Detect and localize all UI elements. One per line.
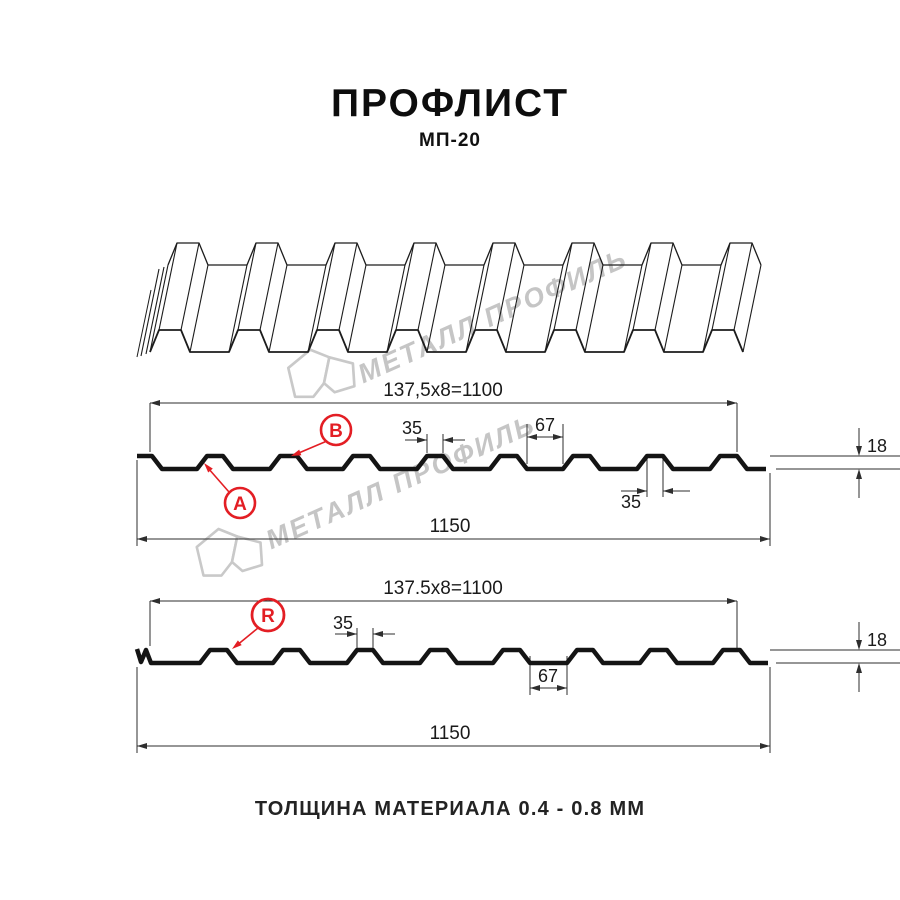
dim-flange-width-front: 67 — [535, 415, 555, 435]
dim-overall-width-reverse: 1150 — [430, 723, 471, 744]
profile-sheet-3d-drawing — [136, 242, 762, 358]
profile-outline-reverse — [134, 647, 768, 666]
brand-logo-icon — [195, 527, 264, 577]
page-title: ПРОФЛИСТ — [330, 82, 570, 125]
dim-height-front: 18 — [867, 436, 887, 456]
dim-end-rib-width-front: 35 — [621, 492, 641, 512]
section-diagram-reverse — [136, 598, 900, 753]
dim-flange-width-reverse: 67 — [538, 666, 558, 686]
svg-text:R: R — [261, 606, 275, 627]
dim-rib-width-front: 35 — [402, 418, 422, 438]
brand-logo-icon — [286, 348, 356, 399]
thickness-note: ТОЛЩИНА МАТЕРИАЛА 0.4 - 0.8 ММ — [254, 798, 646, 820]
marker-b: B — [291, 413, 353, 456]
dim-module-width-front: 137,5x8=1100 — [383, 380, 503, 401]
profile-outline-front — [137, 453, 766, 472]
svg-text:B: B — [329, 421, 343, 442]
marker-r: R — [232, 597, 286, 649]
section-diagram-front — [136, 400, 900, 546]
dim-overall-width-front: 1150 — [430, 516, 471, 537]
svg-text:A: A — [233, 494, 247, 515]
dim-height-reverse: 18 — [867, 630, 887, 650]
dim-module-width-reverse: 137.5x8=1100 — [383, 578, 503, 599]
profile-model-subtitle: МП-20 — [419, 130, 481, 151]
dim-rib-width-reverse: 35 — [333, 613, 353, 633]
marker-a: A — [204, 463, 257, 520]
